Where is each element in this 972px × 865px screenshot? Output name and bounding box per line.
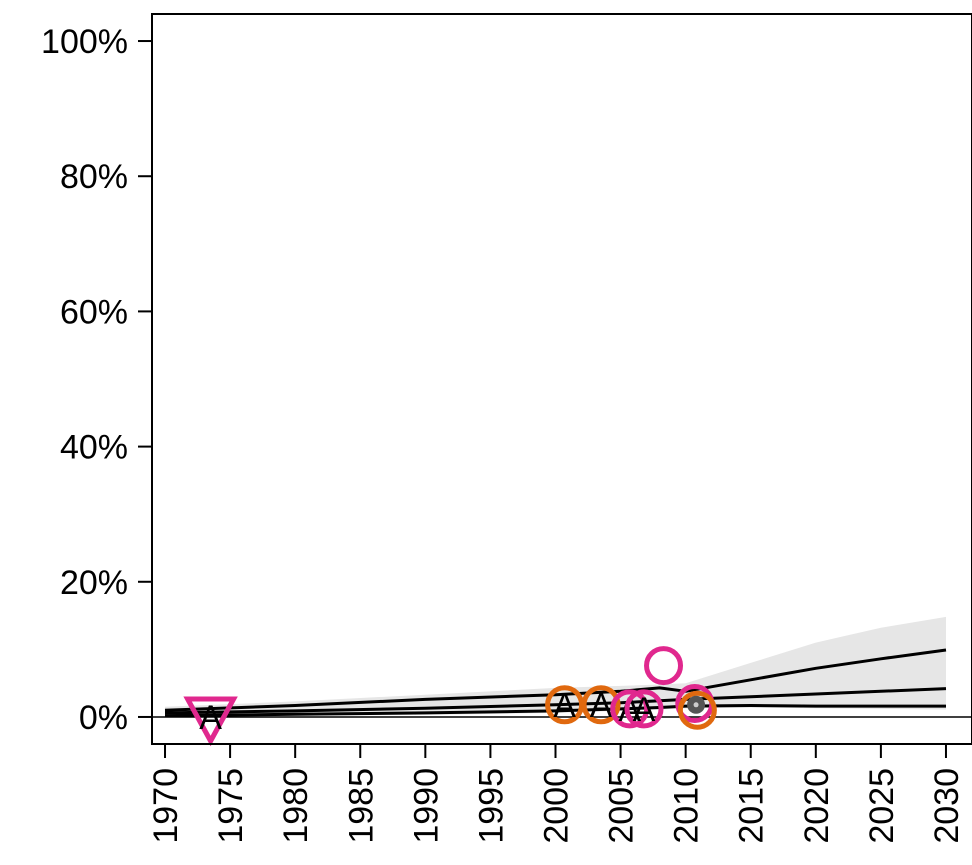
x-tick-label: 1990 <box>407 768 445 844</box>
x-tick-label: 2010 <box>668 768 706 844</box>
points-layer: A A A AA <box>183 646 717 747</box>
y-tick-label: 80% <box>60 158 128 196</box>
point-marker-triangle <box>183 696 238 747</box>
point-marker-circle <box>610 689 650 729</box>
x-tick-label: 1975 <box>212 768 250 844</box>
x-axis: 1970 1975 1980 1985 1990 1995 2000 2005 2010 2015… <box>147 744 966 844</box>
x-tick-label: 2000 <box>538 768 576 844</box>
x-tick-label: 1985 <box>342 768 380 844</box>
series-line-1 <box>164 648 947 712</box>
uncertainty-band-layer <box>165 616 946 717</box>
y-axis: 0% 20% 40% 60% 80% 100% <box>41 23 152 737</box>
x-tick-label: 2015 <box>733 768 771 844</box>
point-marker-circle <box>644 646 684 686</box>
data-point-6 <box>644 646 684 686</box>
uncertainty-band <box>165 616 946 717</box>
x-tick-label: 2005 <box>603 768 641 844</box>
data-point-1: A <box>183 696 238 747</box>
x-tick-label: 2030 <box>928 768 966 844</box>
observation-dot-center <box>693 702 699 708</box>
y-tick-label: 60% <box>60 293 128 331</box>
x-tick-label: 2025 <box>863 768 901 844</box>
data-point-8 <box>677 690 717 730</box>
point-marker-circle <box>677 690 717 730</box>
point-letter: A <box>590 687 613 725</box>
data-point-4: A <box>610 689 650 729</box>
point-letter: A <box>553 687 576 725</box>
x-tick-label: 2020 <box>798 768 836 844</box>
point-letter: A <box>618 691 641 729</box>
y-tick-label: 20% <box>60 564 128 602</box>
point-letter: A <box>633 691 656 729</box>
point-marker-circle <box>581 685 621 725</box>
y-tick-label: 40% <box>60 429 128 467</box>
x-tick-label: 1970 <box>147 768 185 844</box>
y-tick-label: 0% <box>79 699 128 737</box>
x-tick-label: 1995 <box>472 768 510 844</box>
y-tick-label: 100% <box>41 23 128 61</box>
data-point-3: A <box>581 685 621 725</box>
plot-frame <box>151 13 972 745</box>
point-marker-circle <box>624 689 664 729</box>
data-point-5: A <box>624 689 664 729</box>
point-letter: A <box>199 699 222 737</box>
x-tick-label: 1980 <box>277 768 315 844</box>
